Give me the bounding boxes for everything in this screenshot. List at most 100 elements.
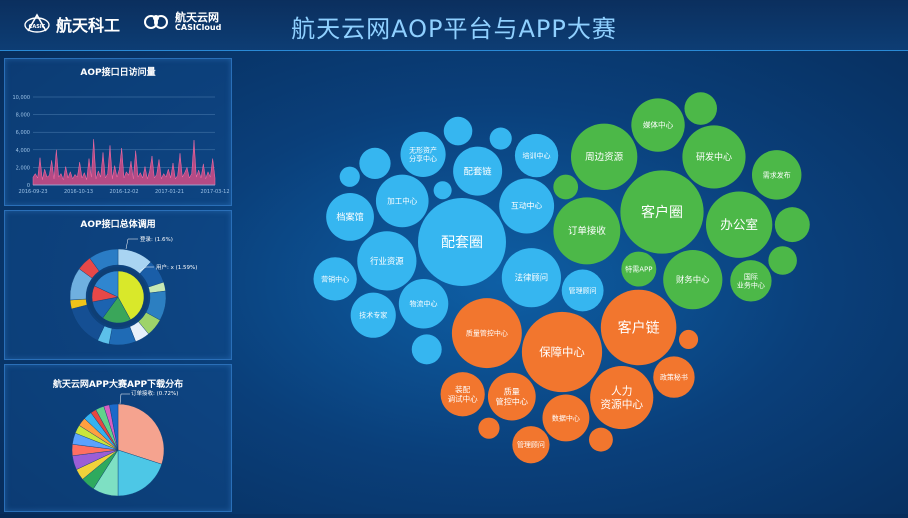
bubble-circle[interactable] [590, 365, 654, 430]
bubble-circle[interactable] [501, 248, 562, 308]
bubble[interactable] [478, 417, 500, 439]
bubble-circle[interactable] [570, 123, 638, 191]
bubble[interactable]: 技术专家 [350, 292, 396, 338]
bubble-circle[interactable] [631, 98, 685, 152]
bubble-circle[interactable] [418, 198, 506, 286]
bubble-circle[interactable] [514, 133, 559, 178]
bubble[interactable]: 订单接收 [553, 197, 621, 265]
pie-slice [117, 403, 165, 465]
bubble-circle[interactable] [411, 334, 442, 365]
bubble-circle[interactable] [375, 174, 429, 228]
bubble-circle[interactable] [443, 116, 473, 146]
bubble-circle[interactable] [705, 191, 773, 258]
bubble-circle[interactable] [553, 174, 579, 200]
bubble-circle[interactable] [339, 166, 360, 187]
bubble-circle[interactable] [653, 356, 695, 398]
bubble-circle[interactable] [489, 127, 512, 150]
bubble[interactable]: 客户圈 [620, 170, 704, 254]
bubble[interactable]: 媒体中心 [631, 98, 685, 152]
bubble-circle[interactable] [398, 279, 449, 329]
bubble-circle[interactable] [313, 257, 357, 301]
app-downloads-panel: 航天云网APP大赛APP下载分布 订单接收: (0.72%) [4, 364, 232, 512]
bubble-circle[interactable] [678, 329, 699, 350]
bubble-circle[interactable] [512, 426, 550, 464]
bubble[interactable]: 保障中心 [521, 311, 603, 393]
bubble[interactable]: 周边资源 [570, 123, 638, 191]
bubble[interactable]: 法律顾问 [501, 248, 562, 308]
bubble-label: 保障中心 [539, 345, 585, 359]
bubble-circle[interactable] [774, 207, 810, 243]
bubble[interactable]: 管理顾问 [561, 269, 604, 312]
casic-emblem-icon: CASIC [24, 13, 50, 33]
bubble[interactable]: 互动中心 [499, 178, 555, 234]
bubble-circle[interactable] [357, 231, 417, 291]
bubble-circle[interactable] [350, 292, 396, 338]
bubble-circle[interactable] [730, 260, 772, 302]
bubble-circle[interactable] [521, 311, 603, 393]
bubble[interactable]: 档案馆 [326, 193, 374, 241]
bubble-circle[interactable] [553, 197, 621, 265]
bubble[interactable] [489, 127, 512, 150]
bubble[interactable] [433, 181, 452, 200]
bubble[interactable] [411, 334, 442, 365]
bubble[interactable] [774, 207, 810, 243]
aop-calls-title: AOP接口总体调用 [80, 220, 156, 230]
bubble-circle[interactable] [478, 417, 500, 439]
bubble[interactable] [588, 427, 613, 452]
bubble-circle[interactable] [561, 269, 604, 312]
bubble[interactable]: 质量管控中心 [451, 298, 522, 369]
bubble[interactable]: 质量管控中心 [487, 372, 536, 421]
bubble[interactable]: 财务中心 [663, 250, 723, 310]
bubble-label: 配套链 [464, 165, 493, 177]
bubble-circle[interactable] [684, 92, 717, 125]
bubble[interactable] [684, 92, 717, 125]
bubble-circle[interactable] [451, 298, 522, 369]
bubble[interactable] [359, 147, 391, 180]
bubble-circle[interactable] [620, 170, 704, 254]
bubble[interactable] [339, 166, 360, 187]
bubble-label: 加工中心 [387, 196, 417, 206]
bubble[interactable]: 客户链 [600, 289, 677, 366]
bubble-circle[interactable] [487, 372, 536, 421]
bubble-circle[interactable] [751, 150, 802, 200]
bubble[interactable]: 物流中心 [398, 279, 449, 329]
bubble[interactable]: 管理顾问 [512, 426, 550, 464]
bubble[interactable]: 办公室 [705, 191, 773, 258]
bubble[interactable]: 需求发布 [751, 150, 802, 200]
bubble[interactable]: 加工中心 [375, 174, 429, 228]
bubble-circle[interactable] [768, 246, 797, 275]
bubble[interactable]: 营销中心 [313, 257, 357, 301]
bubble-circle[interactable] [326, 193, 374, 241]
bubble[interactable] [768, 246, 797, 275]
bubble-circle[interactable] [400, 131, 446, 177]
bubble[interactable]: 培训中心 [514, 133, 559, 178]
bubble[interactable]: 研发中心 [682, 125, 746, 189]
bubble-circle[interactable] [499, 178, 555, 234]
bubble-circle[interactable] [440, 372, 485, 417]
bubble-circle[interactable] [588, 427, 613, 452]
bubble-circle[interactable] [453, 146, 503, 196]
bubble-circle[interactable] [621, 251, 657, 287]
bubble[interactable] [553, 174, 579, 200]
x-tick-label: 2016-12-02 [109, 189, 138, 195]
bubble[interactable]: 特需APP [621, 251, 657, 287]
bubble-circle[interactable] [542, 394, 590, 442]
bubble[interactable]: 政策秘书 [653, 356, 695, 398]
bubble-circle[interactable] [682, 125, 746, 189]
bubble-circle[interactable] [359, 147, 391, 180]
bubble-circle[interactable] [663, 250, 723, 310]
bubble[interactable] [678, 329, 699, 350]
bubble[interactable] [443, 116, 473, 146]
bubble[interactable]: 数据中心 [542, 394, 590, 442]
bubble[interactable]: 行业资源 [357, 231, 417, 291]
bubble-label: 行业资源 [370, 256, 404, 266]
bubble[interactable]: 配套链 [453, 146, 503, 196]
bubble[interactable]: 配套圈 [418, 198, 506, 286]
bubble-circle[interactable] [433, 181, 452, 200]
bubble-circle[interactable] [600, 289, 677, 366]
y-tick-label: 2,000 [16, 165, 30, 171]
